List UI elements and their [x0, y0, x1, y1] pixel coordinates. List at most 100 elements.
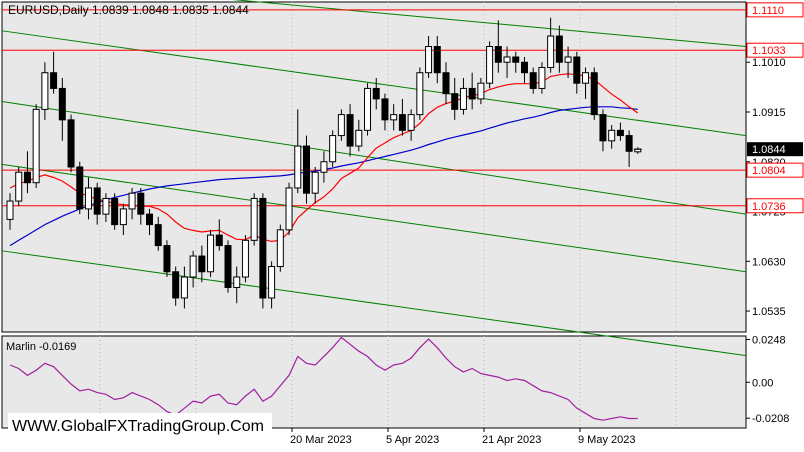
candle-body-57 [503, 56, 511, 63]
candle-body-4 [41, 72, 49, 110]
candle-body-66 [582, 72, 590, 84]
candle-body-35 [311, 171, 319, 194]
candle-body-70 [616, 129, 624, 137]
price-tick-label-5: 1.0535 [752, 306, 786, 318]
axis-labels: 1.10101.09151.08201.07251.06301.05351.11… [290, 2, 804, 446]
current-price-label: 1.0844 [752, 144, 786, 156]
symbol-header: EURUSD,Daily 1.0839 1.0848 1.0835 1.0844 [8, 3, 249, 17]
candle-body-19 [172, 271, 180, 299]
channel-lines [1, 0, 747, 357]
candle-body-27 [241, 239, 249, 278]
candle-body-24 [215, 234, 223, 247]
candle-body-38 [337, 114, 345, 137]
candle-body-1 [15, 171, 23, 202]
candle-body-25 [224, 245, 232, 288]
candle-body-0 [6, 200, 14, 220]
candle-body-7 [67, 119, 75, 168]
candle-body-14 [128, 192, 136, 210]
candle-body-40 [355, 129, 363, 147]
channel-line-0 [1, 30, 747, 137]
candle-body-2 [23, 171, 31, 184]
candle-body-69 [608, 129, 616, 142]
candle-body-5 [50, 72, 58, 89]
candle-body-34 [302, 145, 310, 194]
watermark: WWW.GlobalFXTradingGroup.Com [12, 418, 264, 435]
channel-line-3 [1, 250, 747, 357]
candle-body-29 [259, 197, 267, 299]
level-tag-box-0 [746, 2, 804, 18]
candle-body-15 [137, 192, 145, 215]
candle-body-32 [285, 187, 293, 231]
candle-body-13 [119, 208, 127, 226]
oscillator-label: Marlin -0.0169 [6, 341, 76, 353]
date-label-3: 9 May 2023 [578, 434, 635, 446]
candle-body-47 [416, 72, 424, 116]
candle-body-12 [111, 197, 119, 226]
candle-body-9 [84, 187, 92, 210]
candle-body-17 [154, 224, 162, 247]
candle-body-59 [520, 61, 528, 74]
candle-body-11 [102, 197, 110, 215]
candle-body-63 [555, 35, 563, 63]
candle-body-33 [294, 145, 302, 189]
candle-body-71 [625, 135, 633, 152]
candle-body-49 [433, 46, 441, 74]
horizontal-levels[interactable] [2, 9, 746, 207]
date-label-0: 20 Mar 2023 [290, 434, 352, 446]
level-tag-label-3: 1.0736 [752, 201, 786, 213]
candle-body-21 [189, 255, 197, 278]
osc-tick-label-2: -0.0208 [752, 413, 789, 425]
candle-body-60 [529, 72, 537, 89]
channel-line-4 [232, 0, 747, 48]
oscillator-panel[interactable] [1, 335, 747, 429]
candle-body-62 [547, 35, 555, 68]
candle-body-48 [425, 46, 433, 74]
candle-body-28 [250, 197, 258, 241]
candle-body-41 [364, 87, 372, 131]
current-price-box [747, 142, 803, 157]
price-tick-label-0: 1.1010 [752, 57, 786, 69]
grid [99, 2, 677, 428]
candle-body-42 [372, 87, 380, 100]
price-tick-label-4: 1.0630 [752, 256, 786, 268]
price-tick-label-1: 1.0915 [752, 107, 786, 119]
candle-body-6 [58, 87, 66, 121]
candle-body-43 [381, 98, 389, 121]
candle-body-68 [599, 114, 607, 142]
candle-body-65 [573, 56, 581, 84]
osc-tick-label-1: 0.00 [752, 377, 773, 389]
candle-body-53 [468, 87, 476, 100]
candle-body-8 [76, 166, 84, 210]
candle-body-22 [198, 255, 206, 273]
channel-line-1 [1, 101, 747, 215]
candle-body-31 [276, 229, 284, 268]
candle-body-39 [346, 114, 354, 147]
level-tag-box-3 [746, 198, 804, 214]
candle-body-67 [590, 72, 598, 116]
candle-body-18 [163, 245, 171, 273]
channel-line-2 [1, 163, 747, 273]
osc-tick-label-0: 0.0248 [752, 334, 786, 346]
candlesticks [6, 17, 642, 309]
candle-body-26 [233, 276, 241, 288]
marlin-line [9, 336, 638, 421]
candle-body-36 [320, 161, 328, 173]
level-tag-box-1 [746, 42, 804, 58]
date-label-1: 5 Apr 2023 [386, 434, 439, 446]
level-tag-label-0: 1.1110 [752, 5, 784, 17]
level-tag-box-2 [746, 162, 804, 178]
date-label-2: 21 Apr 2023 [482, 434, 541, 446]
candle-body-3 [32, 108, 40, 184]
watermark-box [8, 413, 272, 437]
candle-body-16 [146, 213, 154, 226]
marlin-oscillator-line [9, 336, 638, 421]
candle-body-20 [180, 276, 188, 299]
price-panel[interactable] [1, 1, 747, 333]
candle-body-44 [390, 114, 398, 121]
candle-body-23 [207, 234, 215, 273]
candle-body-51 [451, 93, 459, 110]
candle-body-30 [268, 266, 276, 299]
candle-body-50 [442, 72, 450, 95]
candle-body-52 [459, 87, 467, 110]
